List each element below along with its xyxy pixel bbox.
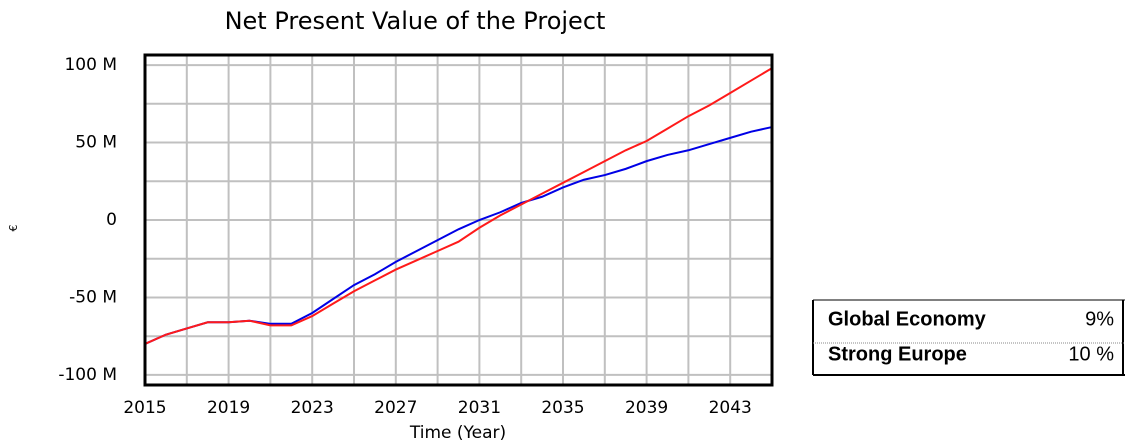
x-tick-label: 2023 bbox=[291, 398, 334, 418]
line-series bbox=[144, 126, 773, 345]
y-tick-label: 0 bbox=[106, 210, 117, 230]
y-tick-label: -100 M bbox=[58, 365, 117, 385]
legend-label: Global Economy bbox=[828, 308, 987, 330]
x-tick-label: 2043 bbox=[709, 398, 752, 418]
chart-title: Net Present Value of the Project bbox=[225, 7, 606, 35]
grid bbox=[145, 55, 772, 385]
plot-frame bbox=[143, 53, 774, 387]
legend-value: 10 % bbox=[1068, 343, 1114, 365]
lines bbox=[144, 67, 773, 345]
x-tick-label: 2019 bbox=[207, 398, 250, 418]
legend-value: 9% bbox=[1085, 308, 1114, 330]
y-tick-label: 100 M bbox=[64, 55, 117, 75]
x-tick-label: 2031 bbox=[458, 398, 501, 418]
y-tick-label: -50 M bbox=[69, 287, 117, 307]
line-series bbox=[144, 67, 773, 345]
x-tick-label: 2039 bbox=[625, 398, 668, 418]
x-tick-label: 2035 bbox=[541, 398, 584, 418]
x-axis-label: Time (Year) bbox=[409, 423, 506, 443]
x-tick-label: 2027 bbox=[374, 398, 417, 418]
legend-label: Strong Europe bbox=[828, 343, 967, 365]
x-tick-label: 2015 bbox=[123, 398, 166, 418]
y-tick-label: 50 M bbox=[75, 133, 117, 153]
legend-table bbox=[812, 299, 1125, 376]
y-axis-label: € bbox=[7, 225, 20, 232]
